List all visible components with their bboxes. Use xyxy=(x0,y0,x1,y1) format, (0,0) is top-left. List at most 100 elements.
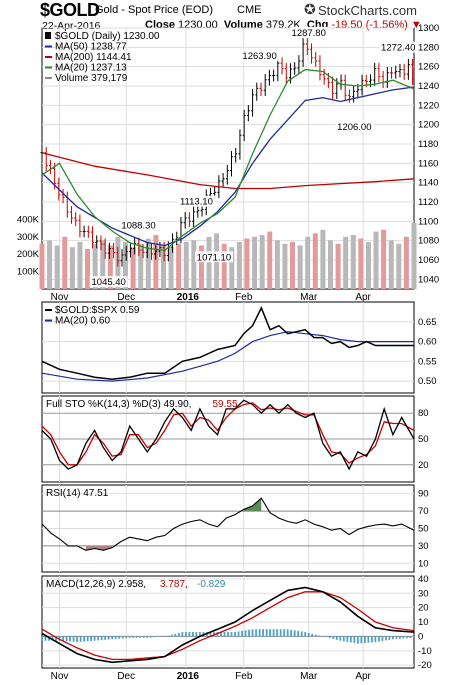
volume-bar xyxy=(176,243,182,289)
ratio-line xyxy=(41,306,414,380)
macd-histogram-bar xyxy=(304,632,307,637)
volume-bar xyxy=(236,242,242,289)
price-legend-2: MA(200) 1144.41 xyxy=(55,52,132,63)
volume-bar xyxy=(305,236,311,289)
sto-d-line xyxy=(41,402,415,466)
macd-histogram-bar xyxy=(90,636,93,641)
x-tick-label: Dec xyxy=(117,292,135,303)
macd-histogram-bar xyxy=(149,636,152,638)
macd-histogram-bar xyxy=(93,636,96,641)
macd-histogram-bar xyxy=(409,636,412,639)
macd-histogram-bar xyxy=(41,636,43,641)
macd-tick-label: 30 xyxy=(418,588,429,599)
x-tick-label: Apr xyxy=(355,671,371,682)
macd-histogram-bar xyxy=(349,636,352,643)
macd-legend-1: 3.787, xyxy=(160,579,188,590)
volume-bar xyxy=(69,247,75,289)
volume-bar xyxy=(244,238,250,289)
macd-histogram-bar xyxy=(413,636,415,638)
volume-bar xyxy=(381,229,387,289)
price-annotation: 1206.00 xyxy=(337,122,371,133)
macd-histogram-bar xyxy=(188,632,191,637)
macd-histogram-bar xyxy=(283,629,286,637)
volume-bar xyxy=(77,242,83,289)
volume-bar xyxy=(259,235,265,289)
macd-histogram-bar xyxy=(209,632,212,637)
volume-bar xyxy=(123,242,129,289)
macd-histogram-bar xyxy=(332,636,335,639)
watermark: StockCharts.com xyxy=(318,3,417,18)
macd-histogram-bar xyxy=(385,636,387,641)
volume-tick-label: 100K xyxy=(17,267,40,278)
macd-tick-label: 0 xyxy=(418,631,423,642)
rsi-tick-label: 90 xyxy=(418,489,429,500)
macd-histogram-bar xyxy=(269,629,272,637)
rsi-tick-label: 70 xyxy=(418,506,429,517)
x-tick-label: Mar xyxy=(300,671,318,682)
macd-histogram-bar xyxy=(251,629,254,637)
annotation-bg xyxy=(89,276,128,288)
price-annotation: 1088.30 xyxy=(121,221,155,232)
macd-histogram-bar xyxy=(370,636,373,643)
sto-tick-label: 20 xyxy=(418,460,429,471)
macd-histogram-bar xyxy=(272,629,275,637)
macd-histogram-bar xyxy=(307,632,310,637)
annotation-bg xyxy=(379,41,418,53)
macd-histogram-bar xyxy=(44,636,47,641)
macd-histogram-bar xyxy=(258,629,261,637)
volume-bar xyxy=(221,243,227,289)
sto-legend-0: Full STO %K(14,3) %D(3) 49.90, xyxy=(46,399,191,410)
macd-histogram-bar xyxy=(79,636,82,642)
down-arrow-icon: ▼ xyxy=(410,19,422,31)
ma20-line xyxy=(41,68,415,251)
volume-bar xyxy=(274,240,280,289)
macd-histogram-bar xyxy=(220,632,222,637)
price-tick-label: 1140 xyxy=(418,178,438,189)
volume-bar xyxy=(153,235,159,289)
volume-bar xyxy=(365,242,371,289)
volume-bar xyxy=(229,247,235,289)
macd-histogram-bar xyxy=(360,636,363,644)
x-tick-label: Apr xyxy=(355,292,371,303)
volume-bar xyxy=(130,247,136,289)
volume-bar xyxy=(47,240,53,289)
volume-bar xyxy=(282,243,288,289)
macd-histogram-bar xyxy=(367,636,370,643)
symbol-title: $GOLD xyxy=(40,0,100,20)
macd-histogram-bar xyxy=(199,632,201,637)
volume-bar xyxy=(297,245,303,289)
rsi-legend-0: RSI(14) 47.51 xyxy=(46,488,109,499)
price-tick-label: 1080 xyxy=(418,236,439,247)
macd-histogram-bar xyxy=(100,636,103,641)
macd-tick-label: 20 xyxy=(418,603,429,614)
macd-histogram-bar xyxy=(353,636,356,643)
volume-bar xyxy=(411,222,417,289)
price-tick-label: 1060 xyxy=(418,255,439,266)
macd-histogram-bar xyxy=(286,629,289,637)
volume-bar xyxy=(373,231,379,289)
sto-legend-1: 59.55 xyxy=(213,399,238,410)
macd-histogram-bar xyxy=(62,636,64,641)
price-tick-label: 1160 xyxy=(418,158,438,169)
price-legend-3: MA(20) 1237.13 xyxy=(55,63,127,74)
ratio-tick-label: 0.50 xyxy=(418,376,437,387)
macd-histogram-bar xyxy=(223,632,226,637)
ma50-line xyxy=(41,86,415,247)
macd-legend-2: -0.829 xyxy=(197,579,226,590)
quote-date: 22-Apr-2016 xyxy=(42,20,101,32)
macd-histogram-bar xyxy=(230,632,233,637)
price-legend-0: $GOLD (Daily) 1230.00 xyxy=(55,31,160,42)
volume-bar xyxy=(343,236,349,289)
macd-histogram-bar xyxy=(314,634,317,637)
price-tick-label: 1300 xyxy=(418,23,439,34)
macd-histogram-bar xyxy=(142,636,145,638)
sto-k-line xyxy=(41,399,415,471)
macd-histogram-bar xyxy=(363,636,366,643)
price-legend-4: Volume 379,179 xyxy=(55,73,128,84)
price-annotation: 1287.80 xyxy=(292,28,326,39)
macd-histogram-bar xyxy=(276,629,279,637)
macd-histogram-bar xyxy=(311,633,314,637)
macd-histogram-bar xyxy=(118,636,121,639)
